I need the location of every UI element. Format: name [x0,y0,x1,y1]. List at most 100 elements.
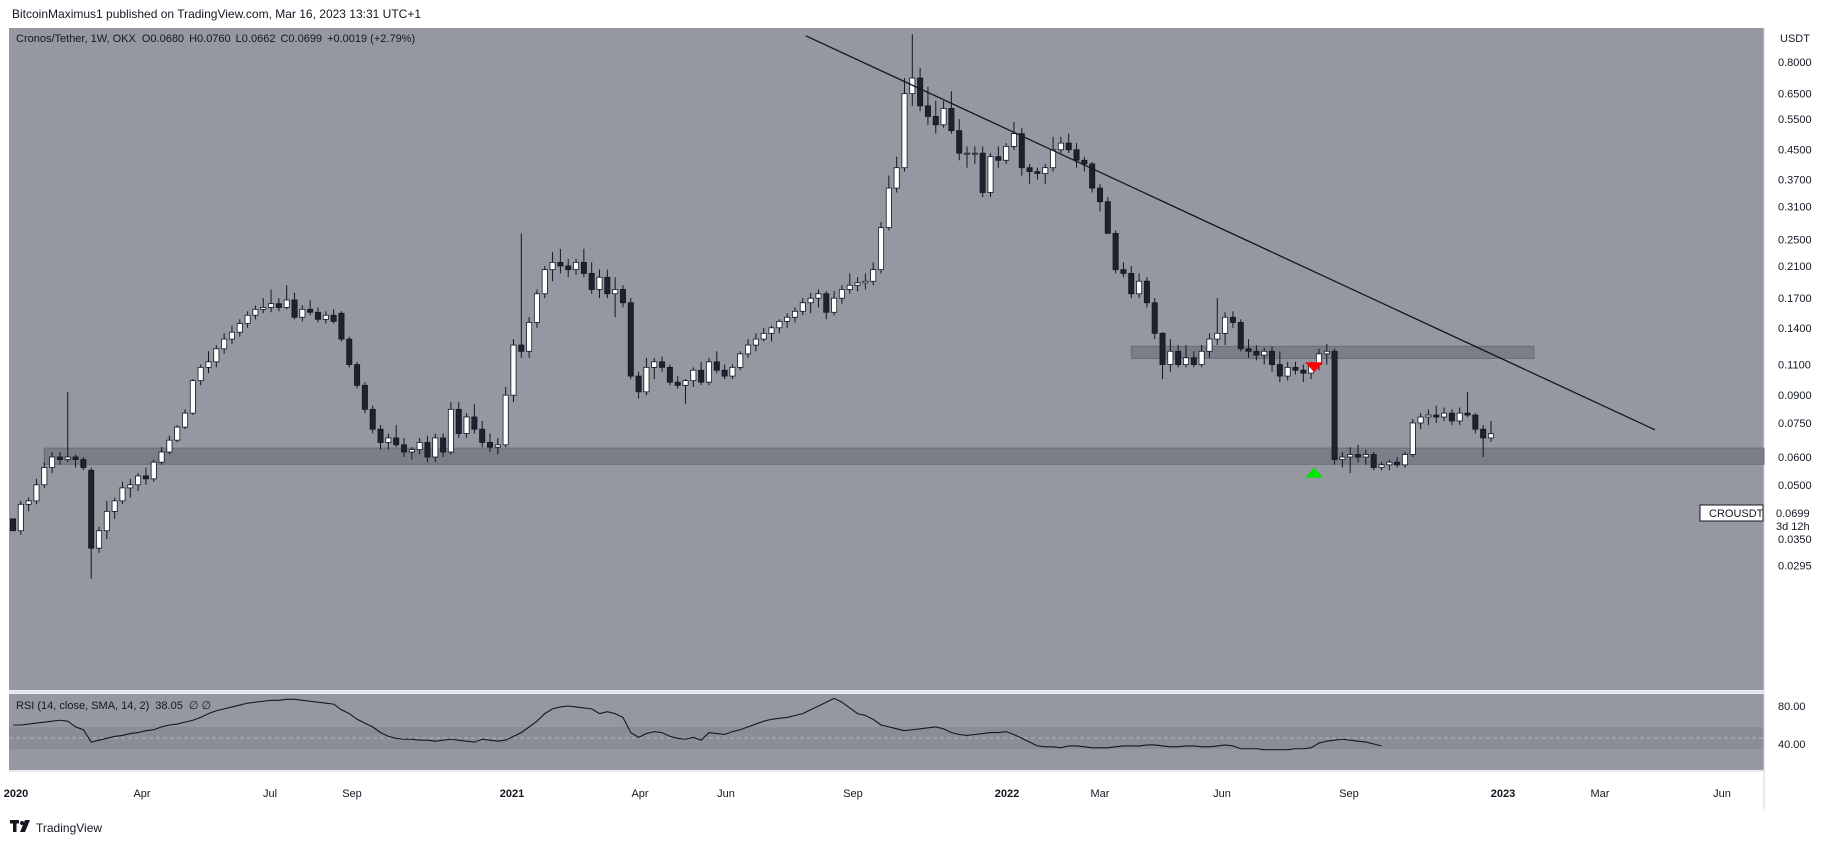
candle-body [385,437,392,443]
candle [964,146,971,168]
candle [1245,339,1252,358]
candle [424,435,431,463]
bar-countdown: 3d 12h [1776,521,1810,533]
candle [1276,351,1283,383]
candle [479,420,486,448]
candle [557,248,564,274]
candle [213,345,220,368]
rsi-line [13,697,1382,751]
candle [1206,333,1213,358]
candle [174,425,181,443]
candle [549,252,556,282]
candle-body [573,261,580,271]
candle-body [1175,350,1182,365]
rsi-legend-value: 38.05 [155,700,183,712]
candle [971,146,978,164]
candle [96,526,103,553]
candle-body [1010,133,1017,147]
candle-body [479,428,486,443]
symbol-tag: CROUSDT [1709,508,1764,520]
candle-body [268,303,275,308]
candle [205,351,212,374]
candle-body [408,449,415,453]
candle-body [1245,348,1252,352]
brand-label[interactable]: TradingView [36,821,103,835]
candle [870,262,877,286]
close-value: 0.0699 [288,33,322,45]
time-tick-label: Apr [133,788,150,800]
candle-body [1183,357,1190,365]
candle-body [1276,364,1283,377]
candle-body [135,475,142,486]
candle-body [1284,366,1291,377]
price-tick-label: 0.4500 [1778,145,1812,157]
last-price-box [1766,505,1822,535]
candle-body [322,314,329,320]
price-pane-background [9,28,1764,690]
candle [932,100,939,134]
candle [1222,312,1229,346]
candle-body [1018,133,1025,169]
candle-body [1464,412,1471,416]
candle-body [1198,350,1205,365]
candle-body [291,299,298,318]
candle-body [416,442,423,450]
candle [1112,230,1119,274]
candle-body [807,297,814,304]
open-value: 0.0680 [150,33,184,45]
candle-body [111,500,118,512]
tradingview-logo-icon[interactable] [10,818,32,834]
candle-body [713,361,720,371]
candle [885,175,892,231]
chart-svg[interactable]: 0.8000 0.6500 0.5500 0.4500 0.3700 0.3100 0.25… [0,26,1834,809]
candle-body [901,93,908,169]
price-tick-label: 0.0750 [1778,418,1812,430]
price-tick-label: 0.0350 [1778,534,1812,546]
candle-body [1378,464,1385,468]
candle-body [1143,280,1150,304]
candle-body [940,108,947,126]
candle-body [252,308,259,316]
candle [627,298,634,380]
candle [1042,163,1049,184]
candle [1143,277,1150,308]
candle [1175,345,1182,368]
candle [643,357,650,396]
candle-body [424,442,431,458]
candle-body [1229,316,1236,323]
candle [494,437,501,455]
candle [1331,348,1338,465]
price-tick-label: 0.0295 [1778,560,1812,572]
candle [103,500,110,540]
time-tick-label: Sep [342,788,362,800]
candle [1362,449,1369,465]
time-tick-label: Jul [263,788,277,800]
candle [1253,345,1260,361]
candle [1464,391,1471,417]
candle [1409,418,1416,457]
candle-body [1433,414,1440,418]
price-tick-label: 0.0600 [1778,452,1812,464]
candle-body [721,369,728,377]
price-tick-label: 0.0900 [1778,390,1812,402]
candle-body [878,227,885,271]
candle [862,273,869,290]
candle [979,146,986,198]
candle [416,437,423,455]
candle [314,307,321,323]
candle-body [823,293,830,313]
candle [260,298,267,314]
candle-body [330,314,337,322]
candle-body [1441,412,1448,418]
candle [41,462,48,488]
last-price: 0.0699 [1776,508,1810,520]
time-tick-label: Jun [1213,788,1231,800]
candle [197,364,204,386]
candle [635,371,642,399]
candle-body [9,518,16,532]
candle [893,156,900,193]
price-tick-label: 0.8000 [1778,57,1812,69]
candle-body [1386,461,1393,466]
candle [1010,121,1017,150]
candle-body [1425,414,1432,418]
